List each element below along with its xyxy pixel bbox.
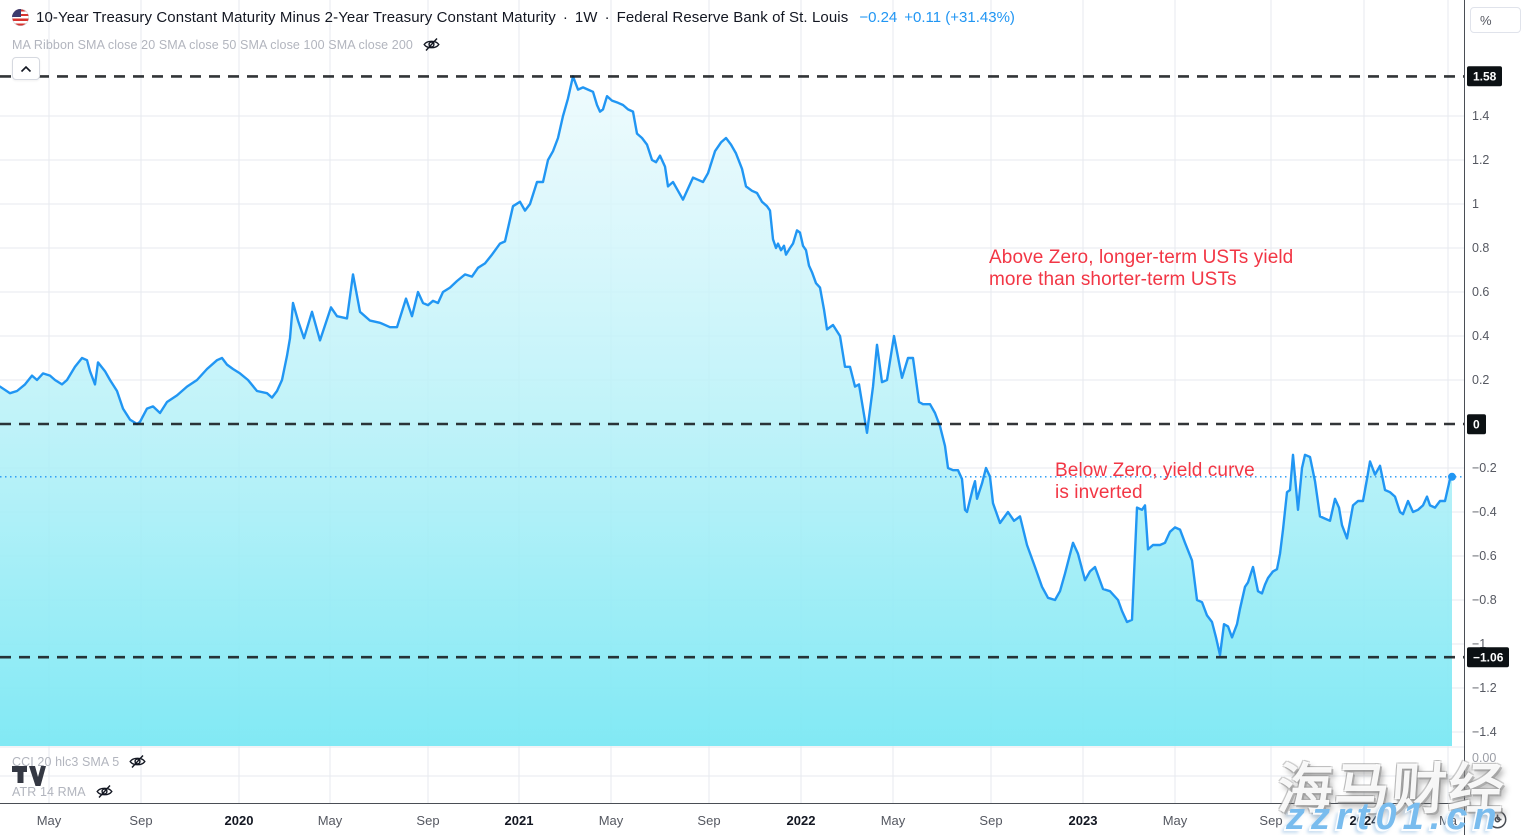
chevron-up-icon (20, 65, 32, 72)
price-tick-label: 0.8 (1472, 241, 1490, 255)
collapse-pane-button[interactable] (12, 57, 40, 80)
separator-dot: · (604, 9, 610, 26)
time-tick-label: May (880, 813, 906, 828)
price-tick-label: 1.2 (1472, 153, 1490, 167)
symbol-title[interactable]: 10-Year Treasury Constant Maturity Minus… (36, 9, 556, 26)
time-tick-label: Sep (416, 813, 440, 828)
eye-off-icon[interactable] (422, 35, 441, 54)
atr-indicator-label[interactable]: ATR 14 RMA (12, 784, 86, 799)
price-tick-label: 0.2 (1472, 373, 1490, 387)
time-tick-label: Sep (1259, 813, 1283, 828)
time-tick-label: Sep (129, 813, 153, 828)
cci-indicator-label[interactable]: CCI 20 hlc3 SMA 5 (12, 754, 120, 769)
ma-ribbon-label[interactable]: MA Ribbon SMA close 20 SMA close 50 SMA … (12, 37, 413, 52)
percent-scale-button[interactable]: % (1470, 7, 1521, 33)
series-end-dot (1448, 472, 1456, 481)
annotation-line: more than shorter-term USTs (989, 268, 1237, 290)
price-tick-label: −1.2 (1472, 681, 1497, 695)
price-level-badge: −1.06 (1467, 647, 1510, 667)
atr-indicator-row: ATR 14 RMA (12, 782, 114, 801)
price-tick-label: 0.4 (1472, 329, 1490, 343)
time-tick-label: May (317, 813, 343, 828)
time-tick-label: 2022 (786, 813, 816, 828)
data-source-label: Federal Reserve Bank of St. Louis (616, 9, 849, 26)
annotation-above-zero: Above Zero, longer-term USTs yield more … (989, 247, 1293, 290)
price-level-badge: 1.58 (1467, 66, 1503, 87)
price-tick-label: −0.4 (1472, 505, 1497, 519)
time-tick-label: 2020 (224, 813, 254, 828)
ma-ribbon-indicator-row: MA Ribbon SMA close 20 SMA close 50 SMA … (12, 35, 441, 54)
tradingview-logo (11, 764, 47, 795)
annotation-below-zero: Below Zero, yield curve is inverted (1055, 460, 1255, 503)
spread-line-series (0, 75, 1454, 657)
price-tick-label: 0.6 (1472, 285, 1490, 299)
cci-indicator-row: CCI 20 hlc3 SMA 5 (12, 752, 147, 771)
clock-icon[interactable] (1487, 809, 1508, 830)
change-value: +0.11 (+31.43%) (904, 9, 1015, 26)
price-tick-label: −0.2 (1472, 461, 1497, 475)
time-axis[interactable]: May Sep 2020 May Sep 2021 May Sep 2022 May Sep 2023… (0, 803, 1528, 835)
annotation-line: is inverted (1055, 481, 1143, 503)
time-tick-label: 2023 (1068, 813, 1098, 828)
area-fill (0, 76, 1452, 746)
interval-label[interactable]: 1W (574, 9, 598, 26)
time-tick-label: Sep (697, 813, 721, 828)
time-tick-label: 2024 (1349, 813, 1379, 828)
time-tick-label: May (1162, 813, 1188, 828)
price-tick-label: −0.8 (1472, 593, 1497, 607)
price-tick-label: 1 (1472, 197, 1479, 211)
price-tick-label: 1.4 (1472, 109, 1490, 123)
time-tick-label: May (598, 813, 624, 828)
us-flag-icon (12, 9, 29, 26)
price-tick-label: −1.4 (1472, 725, 1497, 739)
annotation-line: Above Zero, longer-term USTs yield (989, 247, 1294, 268)
price-chart-canvas[interactable] (0, 0, 1464, 803)
last-value: −0.24 (859, 9, 898, 26)
cci-axis-value: 0.00 (1472, 751, 1497, 765)
time-tick-label: May (36, 813, 62, 828)
time-tick-label: 2021 (504, 813, 534, 828)
eye-off-icon[interactable] (95, 782, 114, 801)
separator-dot: · (562, 9, 568, 26)
price-axis[interactable]: % 0.00 1.4 1.2 1 0.8 0.6 0.4 0.2 −0.2 −0.4 −0.6 −0… (1464, 0, 1528, 835)
annotation-line: Below Zero, yield curve (1055, 460, 1255, 481)
eye-off-icon[interactable] (128, 752, 147, 771)
time-tick-label: Ma (1438, 813, 1458, 828)
price-level-badge: 0 (1467, 414, 1486, 434)
chart-legend-header: 10-Year Treasury Constant Maturity Minus… (12, 9, 1015, 26)
time-tick-label: Sep (979, 813, 1003, 828)
price-tick-label: −0.6 (1472, 549, 1497, 563)
